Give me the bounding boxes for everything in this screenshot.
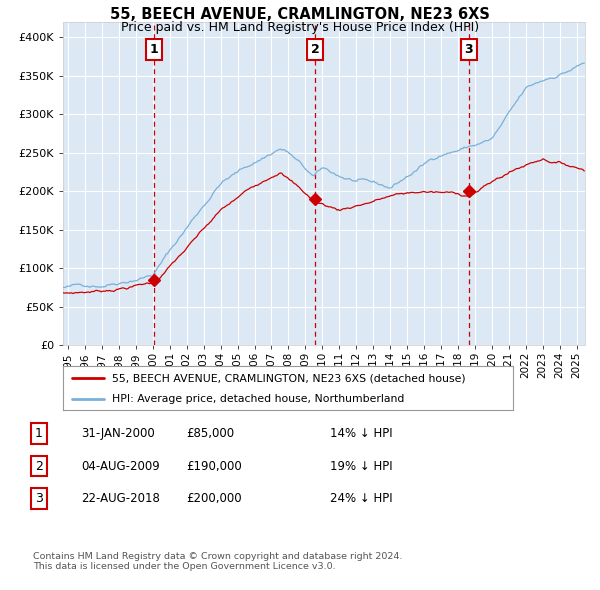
Text: 3: 3 xyxy=(464,43,473,56)
Text: £200,000: £200,000 xyxy=(186,492,242,505)
Text: 19% ↓ HPI: 19% ↓ HPI xyxy=(330,460,392,473)
Text: 04-AUG-2009: 04-AUG-2009 xyxy=(81,460,160,473)
Text: 1: 1 xyxy=(150,43,158,56)
Text: 22-AUG-2018: 22-AUG-2018 xyxy=(81,492,160,505)
Text: £85,000: £85,000 xyxy=(186,427,234,440)
Text: 2: 2 xyxy=(311,43,320,56)
Text: Price paid vs. HM Land Registry's House Price Index (HPI): Price paid vs. HM Land Registry's House … xyxy=(121,21,479,34)
Text: 24% ↓ HPI: 24% ↓ HPI xyxy=(330,492,392,505)
Text: 1: 1 xyxy=(35,427,43,440)
Text: 55, BEECH AVENUE, CRAMLINGTON, NE23 6XS (detached house): 55, BEECH AVENUE, CRAMLINGTON, NE23 6XS … xyxy=(113,373,466,383)
Text: HPI: Average price, detached house, Northumberland: HPI: Average price, detached house, Nort… xyxy=(113,394,405,404)
Text: 31-JAN-2000: 31-JAN-2000 xyxy=(81,427,155,440)
Text: Contains HM Land Registry data © Crown copyright and database right 2024.
This d: Contains HM Land Registry data © Crown c… xyxy=(33,552,403,571)
Text: 14% ↓ HPI: 14% ↓ HPI xyxy=(330,427,392,440)
Text: 55, BEECH AVENUE, CRAMLINGTON, NE23 6XS: 55, BEECH AVENUE, CRAMLINGTON, NE23 6XS xyxy=(110,7,490,22)
Text: £190,000: £190,000 xyxy=(186,460,242,473)
Text: 2: 2 xyxy=(35,460,43,473)
Text: 3: 3 xyxy=(35,492,43,505)
